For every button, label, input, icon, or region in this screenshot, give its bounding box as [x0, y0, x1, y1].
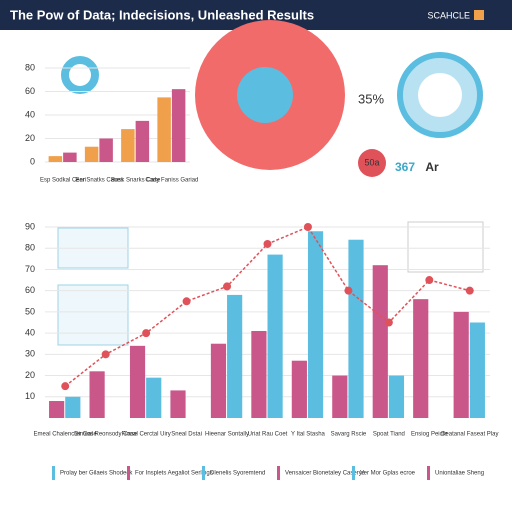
panel	[57, 284, 129, 346]
bar	[210, 343, 227, 418]
bar	[48, 156, 63, 162]
y-tick-label: 20	[25, 370, 35, 380]
x-tick-label: Ensiog Peicte	[411, 432, 448, 438]
mini-donut	[61, 56, 99, 94]
bar	[170, 390, 186, 418]
footnote-marker	[352, 466, 355, 480]
y-tick-label: 60	[25, 285, 35, 295]
x-tick-label: Spoat Tiand	[373, 432, 405, 438]
bar	[146, 377, 162, 418]
bar	[388, 375, 405, 418]
x-tick-label: Y Ital Stasha	[291, 432, 326, 438]
line-point	[182, 297, 191, 306]
x-tick-label: Ear Snatks Cases	[75, 178, 123, 184]
bar	[65, 396, 81, 418]
bar	[372, 265, 388, 418]
bar	[49, 401, 65, 418]
bar	[332, 375, 348, 418]
line-point	[61, 382, 70, 391]
bar	[63, 152, 77, 162]
x-tick-label: Esp Sodkal Ceeri	[40, 178, 86, 184]
bar	[135, 120, 150, 162]
stat-tag: Ar	[425, 160, 439, 174]
stat-count: 367	[395, 160, 415, 174]
bar	[307, 231, 324, 418]
x-tick-label: Cady Faniss Gariad	[145, 178, 198, 184]
y-tick-label: 60	[25, 86, 35, 96]
y-tick-label: 90	[25, 221, 35, 231]
line-point	[223, 282, 232, 291]
bar	[99, 138, 113, 162]
footnote: Dlenelis Syoremtend	[210, 471, 265, 477]
footnote-marker	[427, 466, 430, 480]
line-point	[142, 329, 151, 338]
bar	[227, 294, 243, 418]
line-point	[425, 276, 434, 285]
footnote: Vensaicer Bionetaley Caserys	[285, 471, 365, 477]
x-tick-label: Finoal Cerctal Uiry	[121, 432, 170, 438]
bar	[291, 360, 307, 418]
y-tick-label: 80	[25, 62, 35, 72]
footnote-marker	[52, 466, 55, 480]
bar	[121, 129, 135, 162]
x-tick-label: Savarg Rscie	[331, 432, 367, 438]
x-tick-label: Hieenar Sontally	[205, 432, 249, 438]
line-point	[101, 350, 110, 359]
x-tick-label: Sneal Dstai	[171, 432, 202, 438]
inner-circle	[237, 67, 293, 123]
x-tick-label: Dinteal Reonsody Case	[74, 432, 138, 438]
bar	[469, 322, 485, 418]
ring-hole	[418, 73, 462, 117]
line-point	[303, 223, 312, 231]
footnote: Uniontaliae Sheng	[435, 471, 484, 477]
line-point	[465, 286, 474, 295]
bubble	[358, 149, 386, 177]
stat-bubble: 50a	[364, 157, 379, 167]
bar	[89, 371, 105, 418]
bar	[171, 89, 186, 162]
y-tick-label: 70	[25, 264, 35, 274]
y-tick-label: 30	[25, 349, 35, 359]
title: The Pow of Data; Indecisions, Unleashed …	[10, 7, 314, 22]
footnote-marker	[127, 466, 130, 480]
x-tick-label: Bask Snarks Case	[111, 178, 161, 184]
logo-icon	[474, 10, 484, 20]
y-tick-label: 80	[25, 243, 35, 253]
footnote-marker	[202, 466, 205, 480]
bar	[453, 311, 469, 418]
y-tick-label: 40	[25, 109, 35, 119]
x-tick-label: Emeal Chalencter Case	[34, 432, 98, 438]
y-tick-label: 20	[25, 133, 35, 143]
bar	[267, 254, 283, 418]
stat-main: 35%	[358, 91, 384, 106]
x-tick-label: Deatanal Faseat Play	[441, 432, 498, 438]
x-tick-label: Uriat Rau Coet	[248, 432, 288, 438]
y-tick-label: 40	[25, 327, 35, 337]
y-tick-label: 0	[30, 156, 35, 166]
line-point	[384, 318, 393, 327]
bar	[251, 330, 267, 418]
footnote: Prolay ber Gilaeis Shodeck	[60, 471, 133, 477]
bar	[413, 299, 429, 418]
bar	[348, 239, 364, 418]
y-tick-label: 10	[25, 391, 35, 401]
line-point	[263, 239, 272, 248]
footnote-marker	[277, 466, 280, 480]
footnote: Ver Mor Gplas ecroe	[360, 471, 416, 477]
bar	[84, 146, 99, 162]
panel	[407, 221, 484, 273]
bar	[129, 345, 146, 418]
logo: SCAHCLE	[427, 10, 470, 20]
bar	[157, 97, 171, 162]
line-point	[344, 286, 353, 295]
y-tick-label: 50	[25, 306, 35, 316]
footnote: For Insplets Aegaliot Serlings	[135, 471, 213, 477]
